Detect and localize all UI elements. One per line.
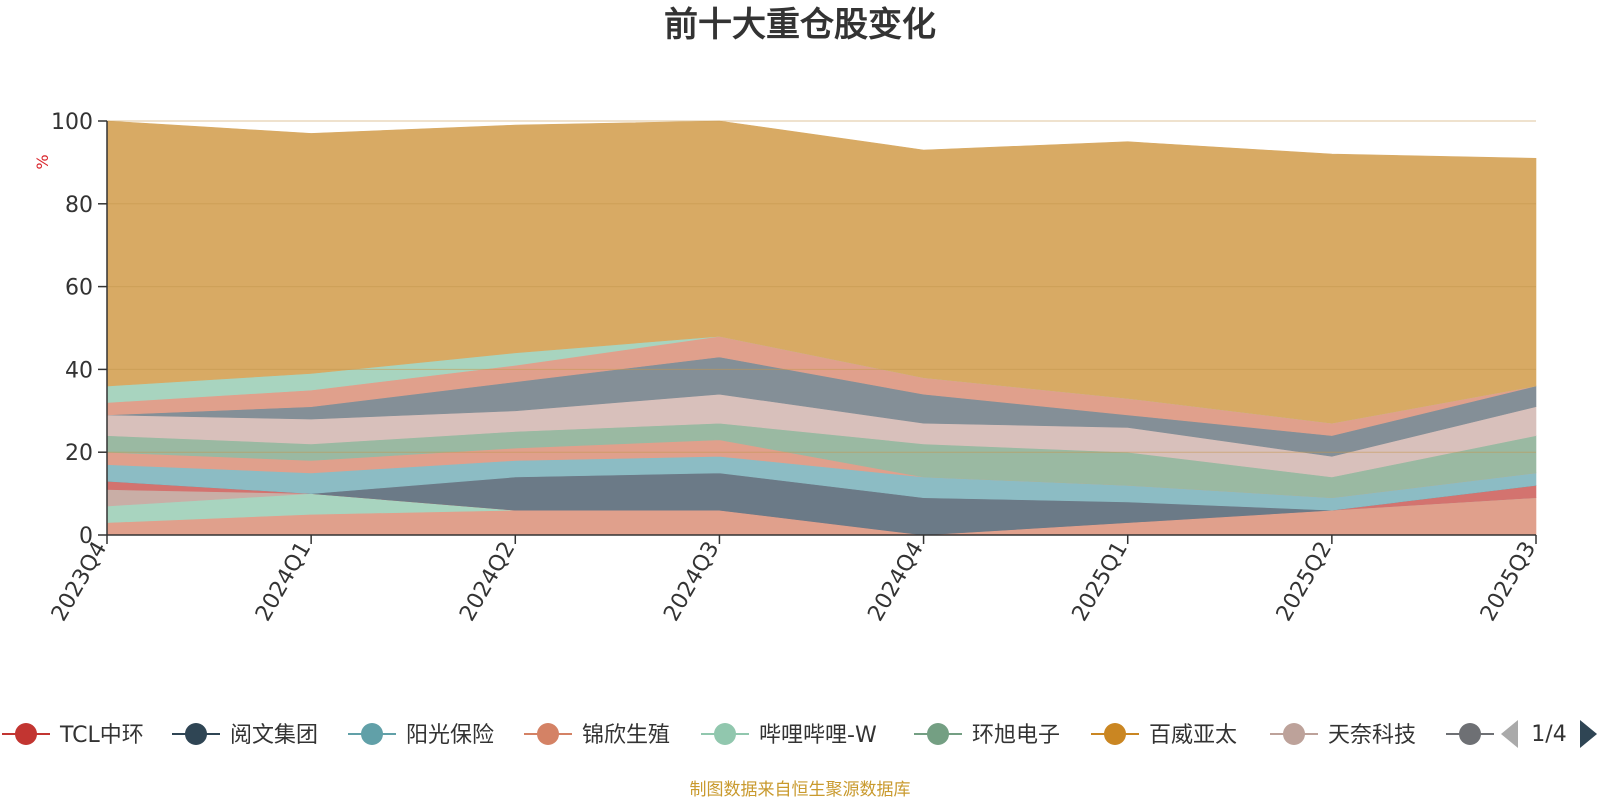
x-tick-label: 2024Q3: [659, 538, 724, 626]
legend-label: 锦欣生殖: [582, 723, 670, 748]
y-tick-label: 100: [51, 110, 93, 135]
legend-item-3[interactable]: 锦欣生殖: [524, 723, 670, 748]
y-tick-labels: 0 20 40 60 80 100: [51, 110, 93, 549]
x-tick-label: 2024Q4: [863, 538, 928, 626]
legend-marker: [927, 723, 949, 745]
y-tick-label: 60: [65, 276, 93, 301]
legend-label: 哔哩哔哩-W: [759, 723, 877, 748]
legend-item-1[interactable]: 阅文集团: [172, 723, 318, 748]
legend-item-7[interactable]: 天奈科技: [1270, 723, 1416, 748]
gridlines: [107, 120, 1536, 453]
x-tick-label: 2024Q1: [251, 538, 316, 626]
legend-label: 百威亚太: [1149, 723, 1237, 748]
legend-marker: [1283, 723, 1305, 745]
source-note: 制图数据来自恒生聚源数据库: [690, 780, 911, 800]
legend-item-8[interactable]: [1446, 723, 1494, 745]
y-tick-label: 80: [65, 193, 93, 218]
y-axis-unit: %: [33, 154, 52, 169]
legend-marker: [15, 723, 37, 745]
x-tick-labels: 2023Q4 2024Q1 2024Q2 2024Q3 2024Q4 2025Q1 2025…: [47, 538, 1541, 626]
legend-item-6[interactable]: 百威亚太: [1091, 723, 1237, 748]
legend-label: 阅文集团: [230, 723, 318, 748]
legend-prev-page-icon[interactable]: [1501, 720, 1518, 748]
x-tick-label: 2025Q2: [1272, 538, 1337, 626]
legend-label: 环旭电子: [972, 723, 1060, 748]
x-tick-label: 2023Q4: [47, 538, 112, 626]
area-layer: [106, 120, 1537, 536]
legend-item-2[interactable]: 阳光保险: [348, 723, 494, 748]
chart-title: 前十大重仓股变化: [664, 5, 936, 45]
legend-marker: [714, 723, 736, 745]
legend-marker: [1104, 723, 1126, 745]
y-tick-label: 40: [65, 358, 93, 383]
y-tick-label: 0: [79, 524, 93, 549]
legend-marker: [1459, 723, 1481, 745]
legend-item-0[interactable]: TCL中环: [2, 723, 144, 748]
legend-label: TCL中环: [59, 723, 144, 748]
x-tick-label: 2025Q3: [1476, 538, 1541, 626]
legend-page-indicator: 1/4: [1531, 722, 1566, 747]
legend: TCL中环 阅文集团 阳光保险 锦欣生殖 哔哩哔哩-W 环旭电子 百威亚太 天奈科技: [2, 723, 1494, 748]
axes: [98, 120, 1537, 544]
x-tick-label: 2024Q2: [455, 538, 520, 626]
legend-next-page-icon[interactable]: [1580, 720, 1597, 748]
legend-pager: 1/4: [1501, 720, 1597, 748]
legend-marker: [537, 723, 559, 745]
y-tick-label: 20: [65, 441, 93, 466]
area-series-12: [106, 120, 1537, 424]
legend-marker: [361, 723, 383, 745]
x-tick-label: 2025Q1: [1068, 538, 1133, 626]
legend-item-5[interactable]: 环旭电子: [914, 723, 1060, 748]
legend-label: 阳光保险: [406, 723, 494, 748]
legend-label: 天奈科技: [1328, 723, 1416, 748]
legend-item-4[interactable]: 哔哩哔哩-W: [701, 723, 877, 748]
legend-marker: [185, 723, 207, 745]
